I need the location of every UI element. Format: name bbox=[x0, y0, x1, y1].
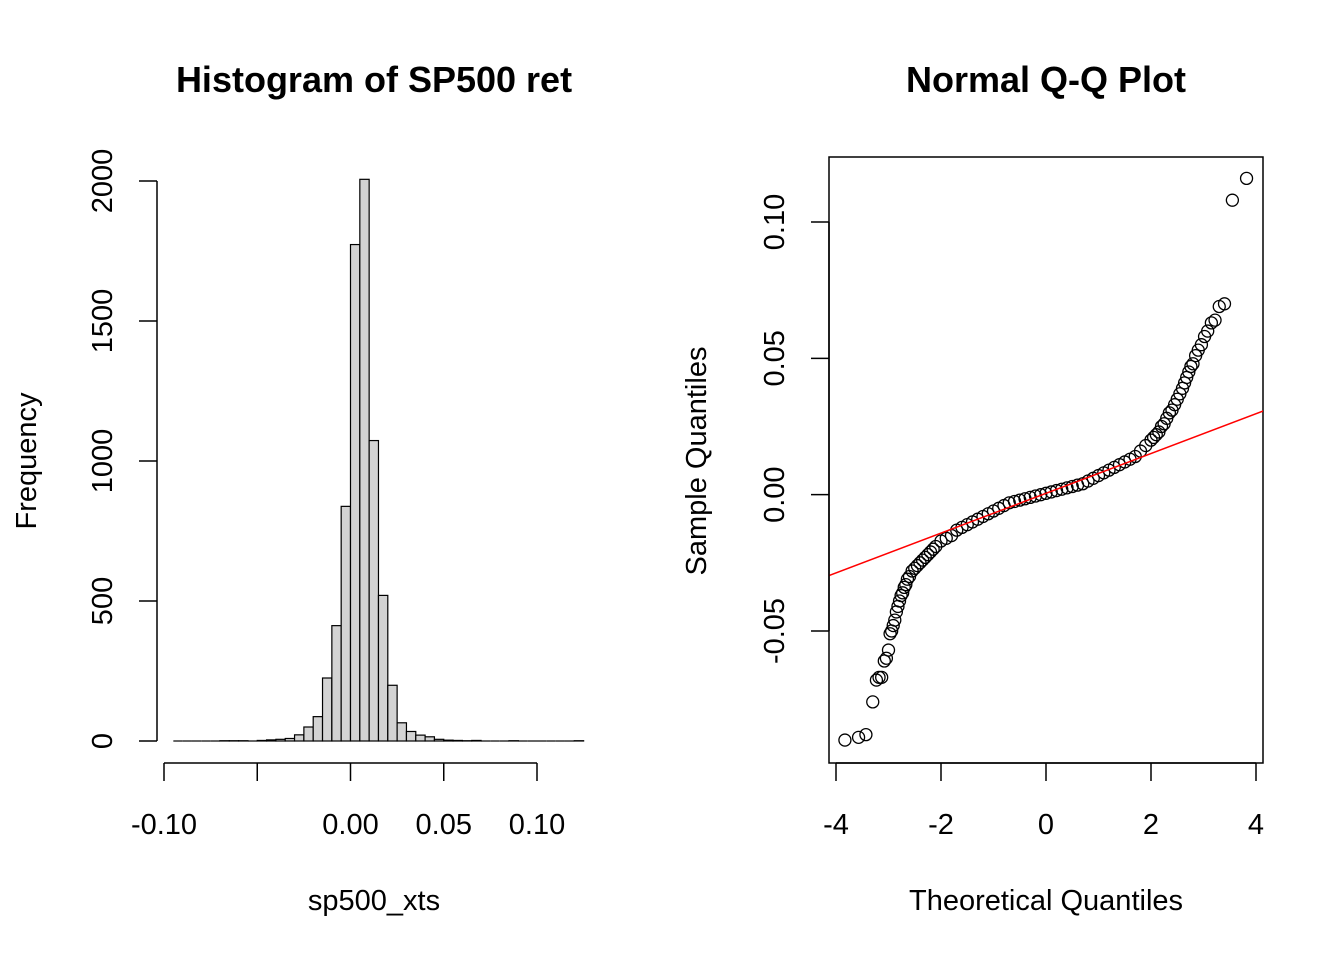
qq-x-tick-label: 2 bbox=[1143, 809, 1159, 841]
histogram-bar bbox=[433, 738, 445, 742]
histogram-bar bbox=[405, 730, 417, 742]
qq-point bbox=[881, 643, 896, 657]
qq-plot-panel: Normal Q-Q Plot Theoretical Quantiles Sa… bbox=[681, 59, 1264, 917]
qq-point bbox=[1182, 365, 1196, 379]
qq-reference-line-group bbox=[829, 410, 1263, 577]
qq-point bbox=[900, 572, 915, 586]
qq-plot-x-axis-label: Theoretical Quantiles bbox=[909, 885, 1183, 917]
qq-point bbox=[859, 727, 873, 742]
qq-point bbox=[1201, 324, 1215, 338]
qq-point bbox=[1239, 171, 1254, 186]
qq-point bbox=[1208, 313, 1222, 327]
histogram-bars bbox=[173, 178, 585, 742]
qq-reference-line bbox=[829, 410, 1263, 577]
histogram-x-tick-label: 0.05 bbox=[416, 809, 472, 841]
qq-x-tick-label: -4 bbox=[823, 809, 849, 841]
qq-point bbox=[897, 580, 911, 595]
histogram-bar bbox=[443, 739, 454, 742]
qq-x-tick-label: 0 bbox=[1038, 809, 1054, 841]
qq-y-tick-label: 0.05 bbox=[759, 330, 791, 386]
qq-y-tick-label: 0.00 bbox=[759, 466, 791, 522]
histogram-y-axis: 0 500 1000 1500 2000 bbox=[87, 149, 158, 749]
qq-x-tick-label: -2 bbox=[928, 809, 954, 841]
histogram-bar bbox=[471, 739, 482, 742]
qq-point bbox=[1002, 496, 1016, 510]
qq-point bbox=[883, 627, 897, 641]
histogram-bar bbox=[312, 716, 324, 742]
histogram-bar bbox=[452, 739, 464, 742]
qq-point bbox=[896, 586, 910, 600]
qq-point bbox=[894, 588, 908, 603]
histogram-bar bbox=[359, 178, 370, 742]
qq-point bbox=[851, 730, 866, 744]
qq-plot-x-axis: -4 -2 0 2 4 bbox=[823, 762, 1264, 841]
histogram-bar bbox=[387, 684, 398, 742]
histogram-y-tick-label: 1500 bbox=[87, 289, 119, 354]
qq-plot-y-axis-label: Sample Quantiles bbox=[681, 347, 713, 576]
histogram-bar bbox=[293, 734, 305, 742]
qq-point bbox=[926, 542, 940, 556]
qq-point bbox=[879, 651, 894, 665]
qq-plot-title: Normal Q-Q Plot bbox=[906, 59, 1186, 100]
qq-point bbox=[875, 670, 889, 685]
histogram-bar bbox=[331, 625, 342, 742]
histogram-x-axis-label: sp500_xts bbox=[308, 885, 440, 917]
histogram-y-tick-label: 2000 bbox=[87, 149, 119, 214]
histogram-bar bbox=[321, 677, 333, 742]
histogram-bar bbox=[275, 738, 286, 742]
histogram-y-tick-label: 0 bbox=[87, 733, 119, 749]
histogram-bar bbox=[377, 594, 389, 742]
qq-point bbox=[899, 577, 913, 592]
qq-points bbox=[838, 171, 1254, 747]
qq-point bbox=[888, 613, 902, 627]
qq-point bbox=[1049, 483, 1064, 498]
histogram-bar bbox=[349, 243, 361, 742]
histogram-bar bbox=[265, 739, 277, 742]
histogram-x-axis: -0.10 0.00 0.05 0.10 bbox=[131, 762, 565, 841]
qq-y-tick-label: -0.05 bbox=[759, 598, 791, 664]
histogram-title: Histogram of SP500 ret bbox=[176, 59, 572, 100]
qq-point bbox=[1184, 359, 1198, 374]
qq-point bbox=[1186, 357, 1200, 371]
histogram-y-tick-label: 1000 bbox=[87, 429, 119, 494]
qq-point bbox=[892, 594, 907, 608]
qq-point bbox=[1039, 486, 1053, 500]
qq-point bbox=[1028, 489, 1043, 503]
qq-point bbox=[1217, 297, 1232, 311]
qq-point bbox=[872, 670, 886, 685]
histogram-bar bbox=[284, 737, 296, 742]
histogram-x-tick-label: 0.10 bbox=[509, 809, 565, 841]
qq-point bbox=[1013, 493, 1027, 507]
qq-plot-y-axis: -0.05 0.00 0.05 0.10 bbox=[759, 194, 830, 664]
qq-point bbox=[866, 695, 880, 709]
qq-point bbox=[1034, 488, 1048, 502]
qq-point bbox=[1204, 316, 1219, 330]
histogram-bar bbox=[256, 739, 268, 742]
histogram-bar bbox=[368, 439, 380, 742]
histogram-y-axis-label: Frequency bbox=[11, 392, 43, 530]
histogram-x-tick-label: 0.00 bbox=[322, 809, 378, 841]
qq-plot-area bbox=[829, 171, 1263, 747]
qq-point bbox=[1044, 485, 1058, 499]
qq-plot-box bbox=[828, 156, 1264, 764]
qq-x-tick-label: 4 bbox=[1248, 809, 1264, 841]
histogram-panel: Histogram of SP500 ret sp500_xts Frequen… bbox=[11, 59, 585, 917]
histogram-bar bbox=[424, 736, 436, 742]
qq-y-tick-label: 0.10 bbox=[759, 194, 791, 250]
histogram-y-tick-label: 500 bbox=[87, 577, 119, 625]
qq-point bbox=[886, 618, 900, 633]
qq-point bbox=[1194, 338, 1209, 352]
qq-point bbox=[1225, 193, 1240, 207]
histogram-bar bbox=[415, 734, 426, 742]
histogram-bar bbox=[340, 505, 352, 742]
qq-point bbox=[838, 733, 852, 747]
qq-point bbox=[1065, 479, 1079, 494]
histogram-bar bbox=[396, 722, 408, 742]
histogram-x-tick-label: -0.10 bbox=[131, 809, 197, 841]
qq-point bbox=[1007, 494, 1022, 509]
histogram-bar bbox=[303, 726, 314, 742]
